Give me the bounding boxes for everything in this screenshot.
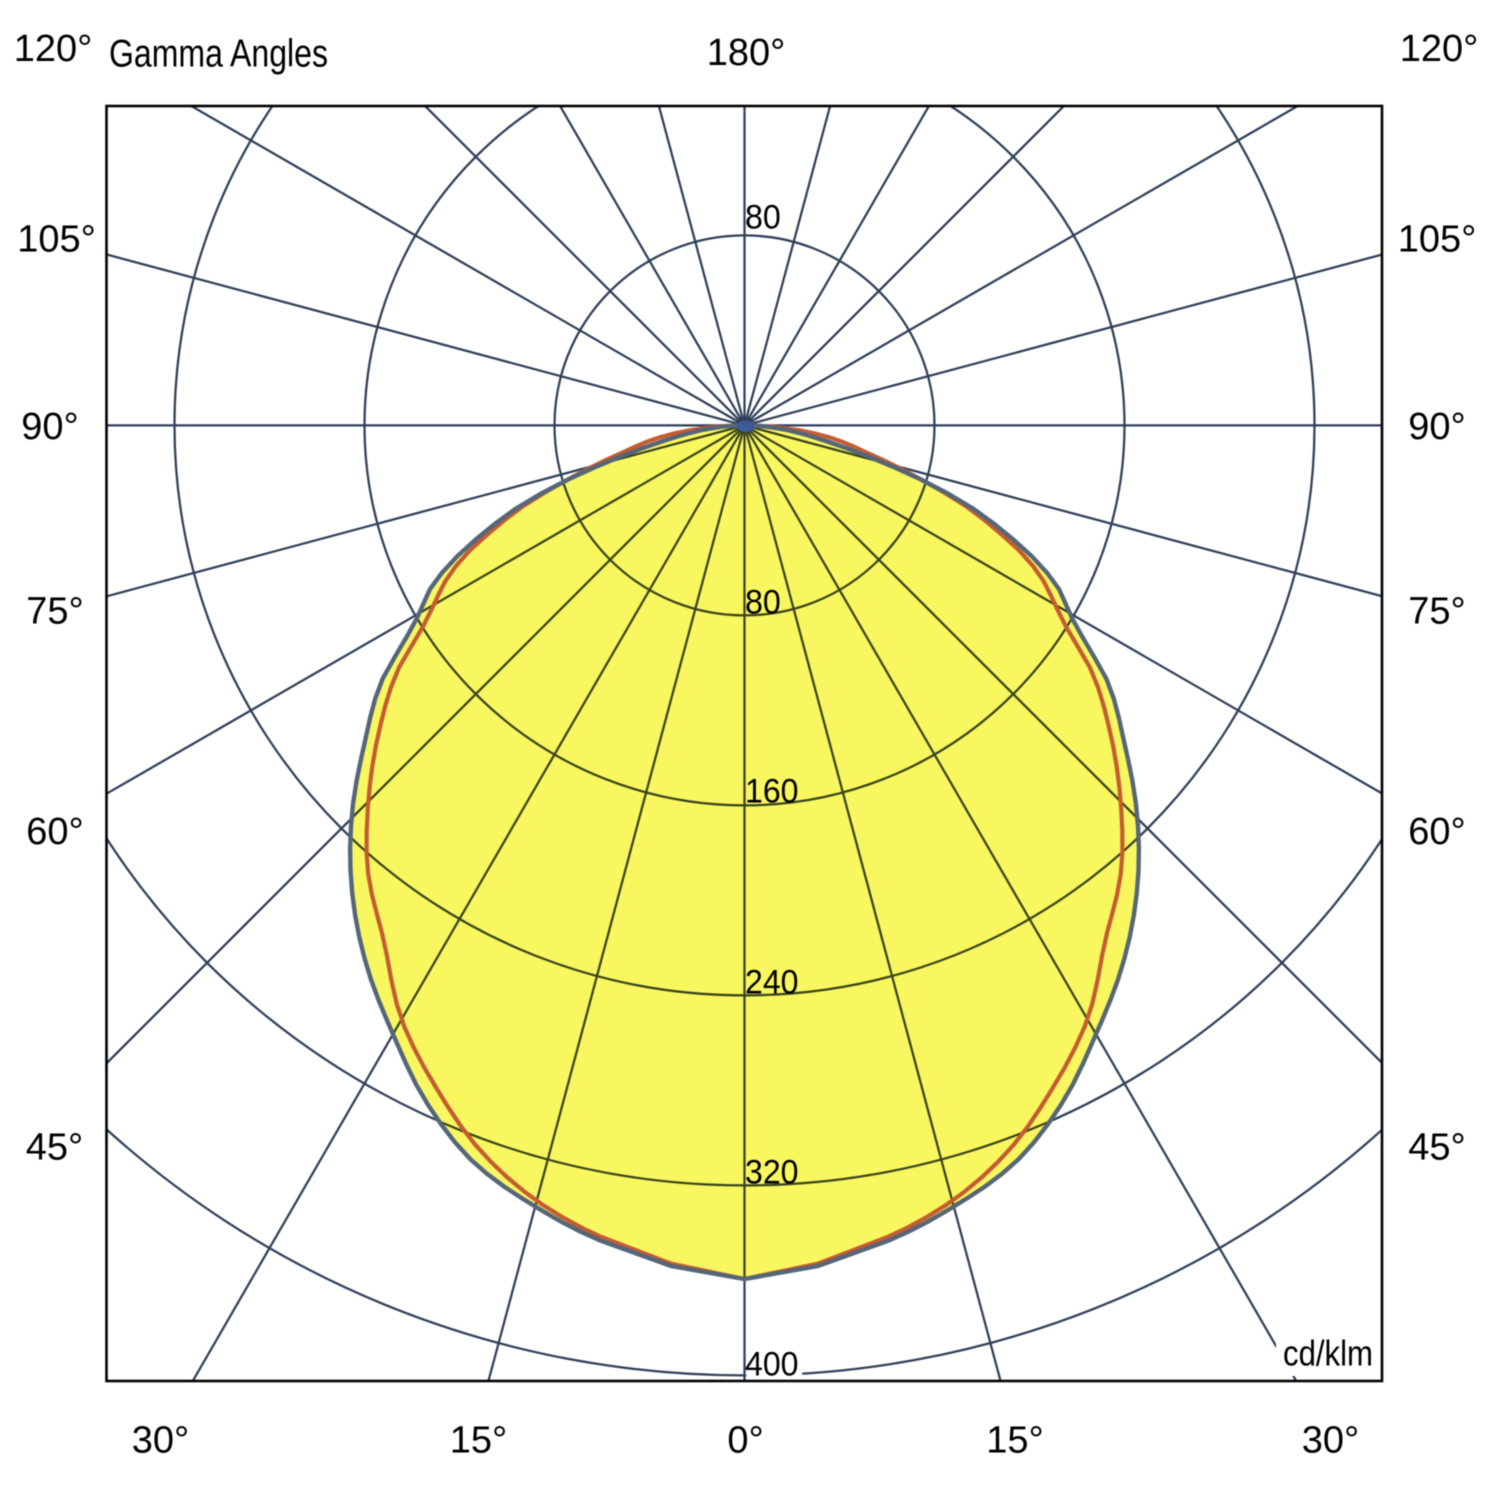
svg-text:60°: 60° xyxy=(26,811,83,853)
svg-text:80: 80 xyxy=(745,584,781,622)
svg-text:400: 400 xyxy=(745,1345,799,1383)
svg-text:0°: 0° xyxy=(727,1420,763,1462)
svg-text:105°: 105° xyxy=(1398,219,1477,261)
svg-text:30°: 30° xyxy=(132,1420,189,1462)
svg-text:45°: 45° xyxy=(1408,1127,1465,1169)
svg-text:120°: 120° xyxy=(14,28,93,70)
svg-text:80: 80 xyxy=(745,198,781,236)
svg-text:180°: 180° xyxy=(707,32,786,74)
svg-text:90°: 90° xyxy=(21,406,78,448)
svg-text:105°: 105° xyxy=(17,219,96,261)
svg-text:15°: 15° xyxy=(986,1420,1043,1462)
svg-text:240: 240 xyxy=(745,964,799,1002)
svg-text:Gamma Angles: Gamma Angles xyxy=(109,32,328,75)
svg-text:45°: 45° xyxy=(26,1127,83,1169)
svg-text:160: 160 xyxy=(745,772,799,810)
svg-text:90°: 90° xyxy=(1408,406,1465,448)
svg-text:120°: 120° xyxy=(1400,28,1479,70)
svg-text:cd/klm: cd/klm xyxy=(1283,1333,1373,1374)
svg-text:320: 320 xyxy=(745,1154,799,1192)
svg-text:75°: 75° xyxy=(26,591,83,633)
svg-text:60°: 60° xyxy=(1408,811,1465,853)
svg-text:75°: 75° xyxy=(1408,591,1465,633)
svg-text:15°: 15° xyxy=(450,1420,507,1462)
svg-text:30°: 30° xyxy=(1302,1420,1359,1462)
